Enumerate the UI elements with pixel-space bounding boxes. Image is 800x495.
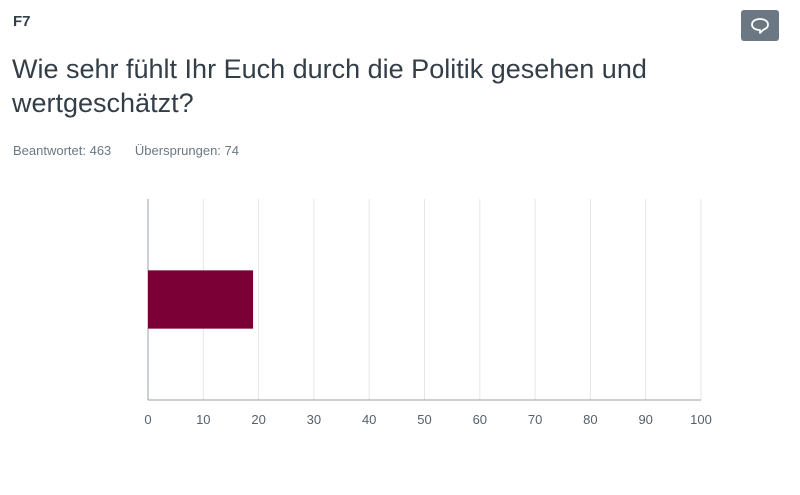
x-tick-label-70: 70: [528, 412, 542, 427]
x-tick-label-40: 40: [362, 412, 376, 427]
x-tick-label-90: 90: [638, 412, 652, 427]
answered-count: Beantwortet: 463: [13, 143, 112, 158]
x-tick-label-80: 80: [583, 412, 597, 427]
x-tick-label-100: 100: [690, 412, 712, 427]
comment-button[interactable]: [741, 10, 779, 41]
speech-bubble-icon: [751, 17, 769, 34]
x-tick-label-50: 50: [417, 412, 431, 427]
question-number: F7: [13, 13, 31, 30]
skipped-count: Übersprungen: 74: [134, 143, 239, 158]
x-tick-label-20: 20: [251, 412, 265, 427]
bar-0: [148, 270, 254, 329]
response-stats: Beantwortet: 463 Übersprungen: 74: [13, 143, 239, 158]
x-tick-label-60: 60: [473, 412, 487, 427]
x-tick-label-10: 10: [196, 412, 210, 427]
x-tick-label-30: 30: [307, 412, 321, 427]
x-tick-label-0: 0: [144, 412, 151, 427]
question-title: Wie sehr fühlt Ihr Euch durch die Politi…: [12, 54, 647, 118]
